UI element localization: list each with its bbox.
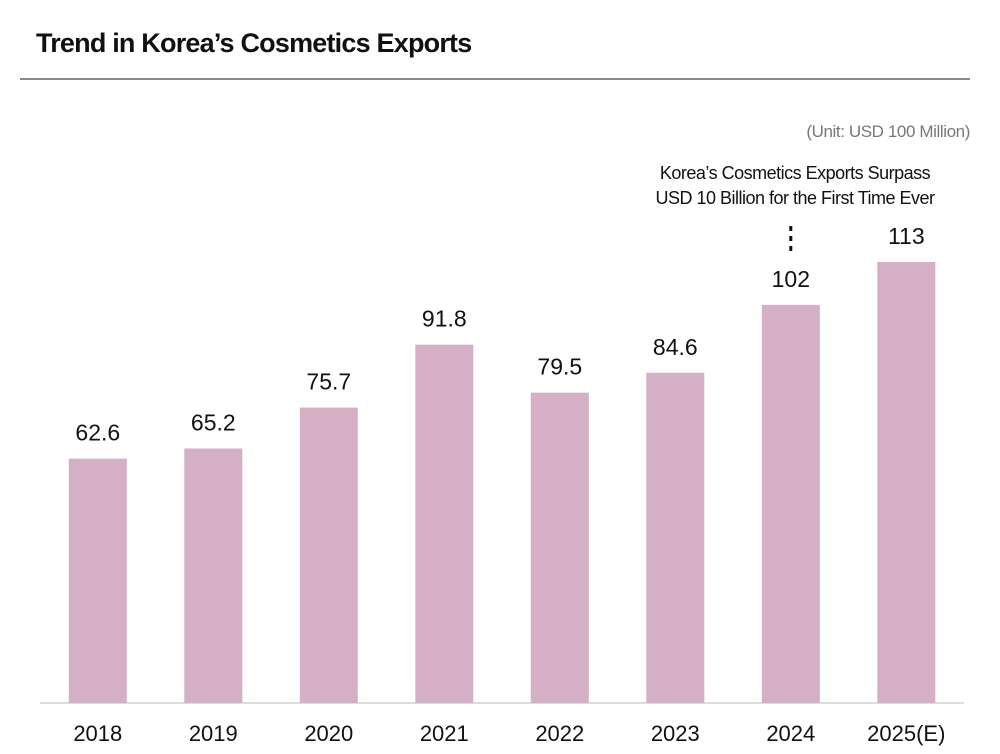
data-label: 113 xyxy=(888,223,925,249)
data-label: 102 xyxy=(772,266,810,292)
data-label: 75.7 xyxy=(306,369,351,395)
x-tick-label: 2021 xyxy=(420,721,469,746)
x-tick-label: 2020 xyxy=(304,721,353,746)
annotation-dot xyxy=(789,246,793,251)
x-tick-label: 2019 xyxy=(189,721,238,746)
bar xyxy=(299,407,358,703)
bar xyxy=(646,372,705,703)
x-tick-label: 2023 xyxy=(651,721,700,746)
bar xyxy=(530,392,589,703)
bar xyxy=(184,448,243,703)
data-label: 84.6 xyxy=(653,334,698,360)
title-divider xyxy=(20,78,970,80)
x-tick-label: 2022 xyxy=(535,721,584,746)
bar xyxy=(877,262,936,703)
bar xyxy=(68,458,127,703)
annotation-dot xyxy=(789,226,793,231)
data-label: 91.8 xyxy=(422,306,467,332)
x-tick-label: 2024 xyxy=(766,721,815,746)
annotation-line-2: USD 10 Billion for the First Time Ever xyxy=(655,188,935,208)
data-label: 62.6 xyxy=(75,420,120,446)
bar xyxy=(761,304,820,703)
chart-title: Trend in Korea’s Cosmetics Exports xyxy=(36,28,472,58)
unit-label: (Unit: USD 100 Million) xyxy=(806,122,970,141)
annotation-line-1: Korea’s Cosmetics Exports Surpass xyxy=(659,163,931,183)
data-label: 79.5 xyxy=(537,354,582,380)
data-label: 65.2 xyxy=(191,410,236,436)
x-tick-label: 2018 xyxy=(73,721,122,746)
bar xyxy=(415,344,474,703)
annotation-dot xyxy=(789,236,793,241)
annotation-callout: Korea’s Cosmetics Exports Surpass USD 10… xyxy=(640,161,950,211)
x-tick-label: 2025(E) xyxy=(867,721,945,746)
